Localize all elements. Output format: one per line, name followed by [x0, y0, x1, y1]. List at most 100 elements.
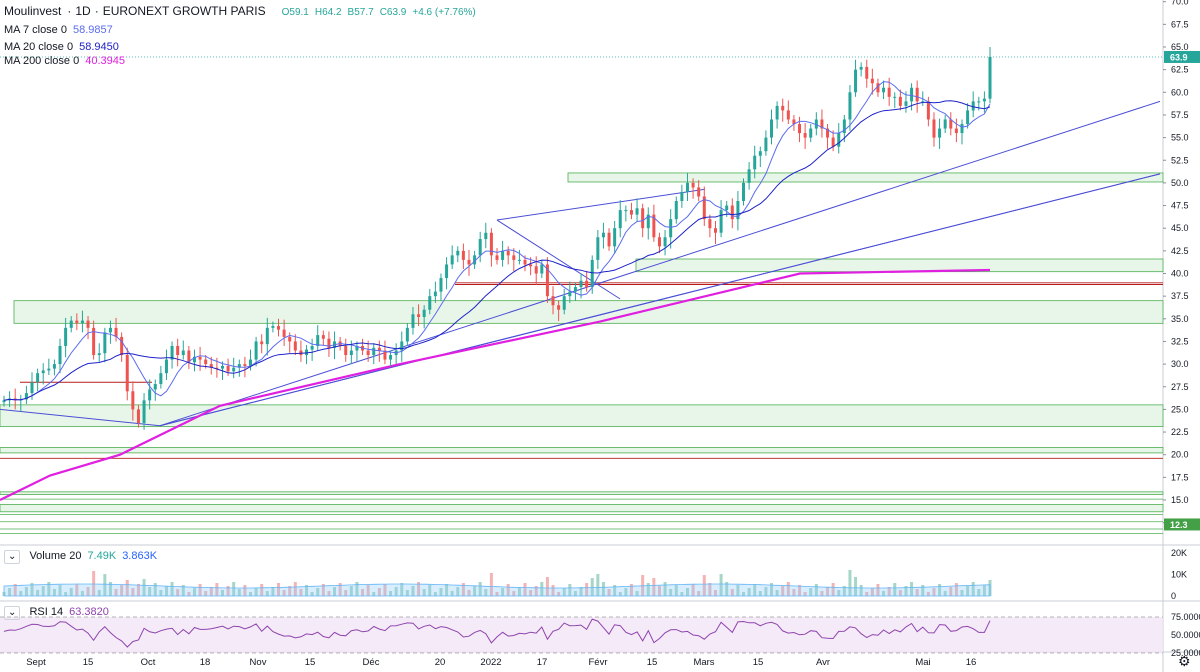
- support-zone: [0, 447, 1164, 454]
- time-axis-label: Févr: [589, 657, 608, 668]
- low-value: B57.7: [347, 7, 374, 18]
- volume-bar: [954, 583, 958, 596]
- symbol-label[interactable]: Moulinvest: [4, 4, 62, 18]
- volume-bar: [775, 590, 779, 596]
- ma7-legend[interactable]: MA 7 close 0 58.9857: [4, 24, 119, 36]
- volume-bar: [982, 585, 986, 596]
- candle-body: [910, 87, 914, 102]
- volume-bar: [293, 582, 297, 596]
- candle-body: [461, 250, 465, 260]
- rsi-tick-label: 50.0000: [1171, 630, 1200, 640]
- candle-body: [445, 264, 449, 279]
- volume-bar: [545, 577, 549, 596]
- candle-body: [131, 391, 135, 410]
- candle-body: [120, 336, 124, 356]
- volume-bar: [389, 591, 393, 596]
- volume-bar: [685, 588, 689, 596]
- candle-body: [523, 259, 527, 265]
- price-tick-label: 35.0: [1171, 314, 1189, 324]
- price-tick-label: 60.0: [1171, 87, 1189, 97]
- candle-body: [428, 296, 432, 310]
- candle-body: [663, 237, 667, 247]
- candle-body: [568, 291, 572, 297]
- volume-bar: [450, 591, 454, 596]
- volume-bar: [501, 588, 505, 596]
- candle-body: [478, 239, 482, 256]
- candle-body: [540, 264, 544, 274]
- candle-body: [271, 326, 275, 328]
- interval-label[interactable]: 1D: [75, 4, 91, 18]
- volume-bar: [237, 589, 241, 596]
- collapse-icon[interactable]: ⌄: [4, 550, 21, 564]
- gear-icon[interactable]: ⚙: [1178, 653, 1191, 669]
- volume-ma-area: [3, 583, 991, 597]
- volume-bar: [338, 583, 342, 596]
- volume-bar: [646, 583, 650, 596]
- candle-body: [876, 83, 880, 93]
- volume-bar: [349, 586, 353, 596]
- volume-bar: [977, 589, 981, 596]
- candle-body: [534, 266, 538, 274]
- volume-bar: [557, 592, 561, 596]
- volume-bar: [786, 582, 790, 596]
- volume-bar: [47, 582, 51, 596]
- candle-body: [764, 137, 768, 152]
- ma7-value: 58.9857: [72, 24, 113, 36]
- price-tick-label: 32.5: [1171, 336, 1189, 346]
- volume-bar: [41, 586, 45, 596]
- support-zone: [635, 258, 1164, 273]
- volume-bar: [361, 589, 365, 596]
- candle-body: [657, 237, 661, 247]
- collapse-icon[interactable]: ⌄: [4, 606, 21, 620]
- candle-body: [383, 350, 387, 360]
- candle-body: [809, 128, 813, 138]
- ma200-legend[interactable]: MA 200 close 0 40.3945: [4, 55, 131, 67]
- volume-bar: [702, 575, 706, 596]
- volume-bar: [305, 585, 309, 596]
- volume-bar: [473, 586, 477, 596]
- volume-legend[interactable]: ⌄ Volume 20 7.49K 3.863K: [4, 550, 163, 564]
- volume-tick-label: 0: [1171, 591, 1176, 601]
- chart-title-row: Moulinvest · 1D · EURONEXT GROWTH PARIS O59.1…: [4, 4, 482, 18]
- price-tick-label: 27.5: [1171, 382, 1189, 392]
- rsi-legend[interactable]: ⌄ RSI 14 63.3820: [4, 606, 115, 620]
- volume-bar: [870, 588, 874, 596]
- volume-bar: [282, 590, 286, 596]
- candle-body: [181, 350, 185, 356]
- candle-body: [685, 182, 689, 192]
- volume-bar: [13, 584, 17, 596]
- volume-bar: [966, 586, 970, 596]
- volume-bar: [820, 591, 824, 596]
- trend-line: [159, 100, 1161, 427]
- volume-bar: [271, 587, 275, 596]
- volume-bar: [249, 592, 252, 596]
- candle-body: [770, 119, 774, 138]
- price-tick-label: 15.0: [1171, 495, 1189, 505]
- candle-body: [786, 110, 790, 120]
- volume-bar: [288, 586, 292, 596]
- price-tick-label: 40.0: [1171, 269, 1189, 279]
- candle-body: [820, 119, 824, 129]
- candle-body: [495, 255, 499, 260]
- volume-bar: [254, 588, 258, 596]
- candle-body: [842, 119, 846, 134]
- volume-bar: [798, 585, 802, 596]
- volume-bar: [915, 589, 919, 596]
- volume-bar: [411, 586, 415, 596]
- volume-value-1: 7.49K: [87, 550, 117, 562]
- candle-body: [321, 335, 325, 339]
- candle-body: [579, 280, 583, 288]
- candle-body: [75, 320, 79, 324]
- candle-body: [327, 338, 331, 348]
- candle-body: [708, 219, 712, 229]
- ma7-label: MA 7 close 0: [4, 24, 67, 36]
- candle-body: [613, 228, 617, 247]
- ma20-legend[interactable]: MA 20 close 0 58.9450: [4, 41, 125, 53]
- volume-bar: [215, 583, 219, 596]
- candle-body: [758, 151, 762, 156]
- candle-body: [517, 259, 521, 261]
- volume-bar: [181, 585, 185, 596]
- volume-bar: [943, 591, 947, 596]
- price-tick-label: 42.5: [1171, 246, 1189, 256]
